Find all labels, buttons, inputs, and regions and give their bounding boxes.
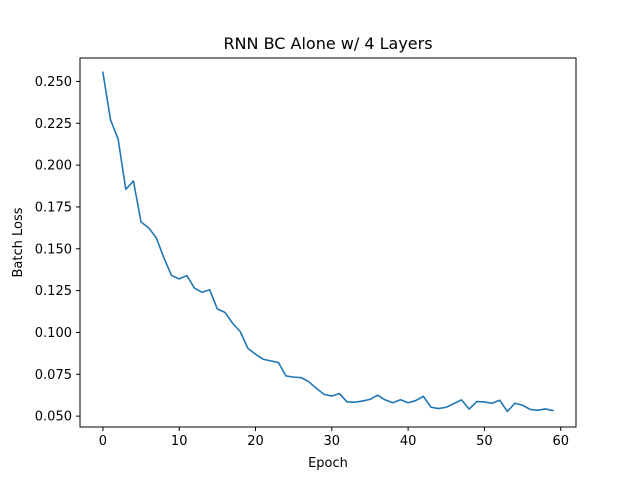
- y-tick-label: 0.075: [35, 368, 72, 383]
- y-tick-label: 0.175: [35, 200, 72, 215]
- series-line-0: [102, 71, 554, 413]
- plot-area: [80, 58, 576, 427]
- x-tick-label: 0: [99, 434, 107, 449]
- y-tick-label: 0.225: [35, 117, 72, 132]
- series-layer: [102, 71, 554, 413]
- y-tick-label: 0.125: [35, 284, 72, 299]
- y-tick-label: 0.050: [35, 410, 72, 425]
- chart-title: RNN BC Alone w/ 4 Layers: [223, 34, 432, 53]
- x-tick-label: 50: [476, 434, 493, 449]
- y-axis-label: Batch Loss: [11, 207, 26, 277]
- x-tick-label: 30: [324, 434, 341, 449]
- plot-frame: [79, 57, 577, 428]
- x-axis-ticks: 0 10 20 30 40 50 60: [99, 427, 569, 449]
- y-tick-label: 0.100: [35, 326, 72, 341]
- y-tick-label: 0.250: [35, 75, 72, 90]
- y-axis-ticks: 0.050 0.075 0.100 0.125 0.150 0.175 0.200 0.225…: [35, 75, 80, 425]
- x-tick-label: 60: [552, 434, 569, 449]
- x-tick-label: 40: [400, 434, 417, 449]
- y-tick-label: 0.200: [35, 159, 72, 174]
- y-tick-label: 0.150: [35, 242, 72, 257]
- x-tick-label: 10: [171, 434, 188, 449]
- x-tick-label: 20: [247, 434, 264, 449]
- x-axis-label: Epoch: [308, 456, 348, 471]
